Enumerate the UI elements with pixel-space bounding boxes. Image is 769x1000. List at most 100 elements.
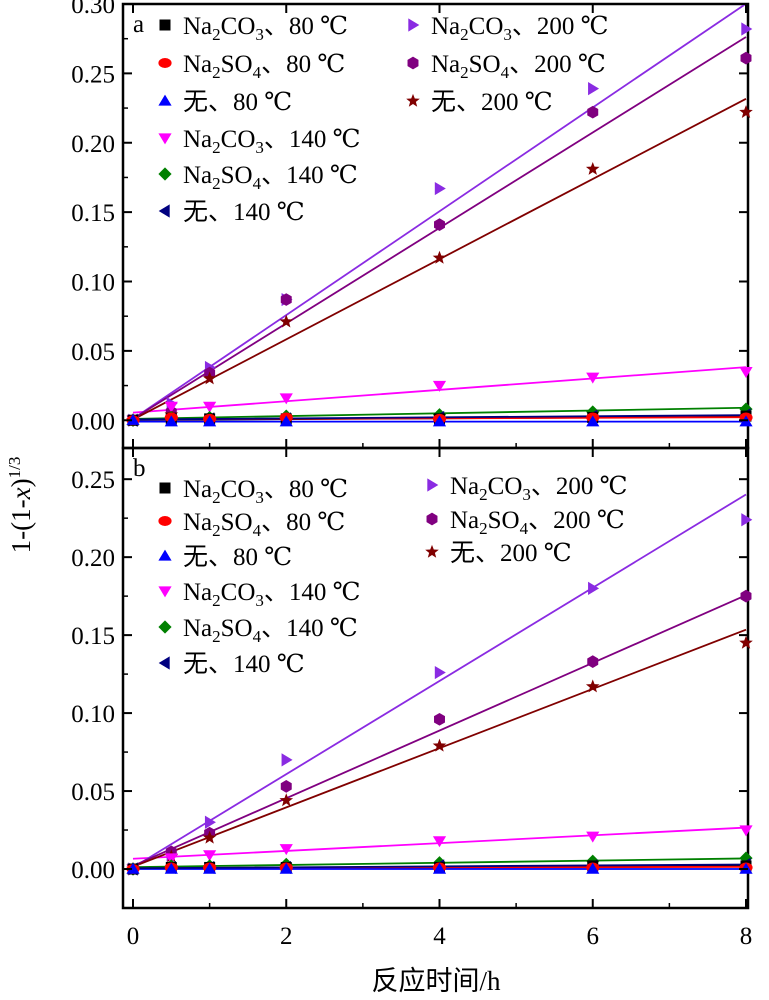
data-point-a-4-5 <box>586 405 600 419</box>
y-tick-label: 0.05 <box>71 779 115 806</box>
data-point-b-2-0 <box>126 862 140 874</box>
fit-line-a-6 <box>132 2 747 420</box>
y-tick-label: 0.30 <box>71 0 115 19</box>
legend-marker-a-8 <box>406 93 420 107</box>
legend-label-b-2: 无、80 ℃ <box>183 544 292 571</box>
legend-marker-a-3 <box>158 133 172 145</box>
legend-label-b-0: Na2CO3、80 ℃ <box>183 476 348 507</box>
data-point-b-6-3 <box>281 753 293 767</box>
legend-label-a-5: 无、140 ℃ <box>183 199 305 226</box>
x-tick-label: 0 <box>127 923 140 950</box>
panel-label-a: a <box>133 11 144 38</box>
axis-ticks: 0.00 0.05 0.10 0.15 0.20 0.25 0.30 0.00 0.05 0.10… <box>71 0 752 950</box>
data-point-a-2-3 <box>279 415 293 427</box>
data-point-b-3-6 <box>739 825 753 837</box>
data-point-a-8-2 <box>202 371 217 385</box>
y-tick-label: 0.25 <box>71 61 115 88</box>
data-point-b-8-2 <box>202 830 217 844</box>
legend-label-b-8: 无、200 ℃ <box>450 540 572 567</box>
plot-frames <box>121 2 750 910</box>
data-point-a-7-5 <box>587 105 599 119</box>
data-point-b-8-6 <box>739 635 753 649</box>
legend-marker-a-4 <box>158 167 172 181</box>
legend-label-b-5: 无、140 ℃ <box>183 651 305 678</box>
data-point-b-6-4 <box>434 665 446 680</box>
plot-frame-b <box>121 446 750 910</box>
fit-line-b-7 <box>132 594 747 867</box>
legend-marker-a-5 <box>158 204 170 218</box>
x-tick-label: 2 <box>280 923 293 950</box>
data-point-b-3-1 <box>164 853 178 865</box>
data-point-a-3-1 <box>164 401 178 413</box>
legend-label-a-0: Na2CO3、80 ℃ <box>183 13 348 44</box>
data-point-a-3-2 <box>203 401 217 413</box>
legend-marker-b-7 <box>426 512 438 526</box>
data-point-b-8-5 <box>585 679 600 693</box>
data-point-a-3-3 <box>279 393 293 405</box>
legend-marker-b-0 <box>159 482 171 494</box>
data-point-b-3-3 <box>279 844 293 856</box>
data-point-b-2-4 <box>432 862 447 874</box>
data-point-b-7-3 <box>280 780 292 793</box>
data-point-a-8-5 <box>585 161 600 175</box>
data-point-b-8-4 <box>432 738 447 752</box>
legend-marker-b-8 <box>425 544 439 558</box>
legend-label-b-6: Na2CO3、200 ℃ <box>450 473 628 504</box>
data-point-b-7-5 <box>587 655 599 668</box>
panel-label-b: b <box>133 455 146 482</box>
data-point-a-8-3 <box>279 314 294 328</box>
legend-marker-a-2 <box>158 94 172 106</box>
legend-marker-a-7 <box>407 56 419 70</box>
legend-marker-b-3 <box>158 586 172 598</box>
data-point-a-3-4 <box>432 380 447 392</box>
data-point-a-3-6 <box>739 367 753 379</box>
data-point-b-7-6 <box>740 589 752 603</box>
data-point-b-2-3 <box>279 862 293 874</box>
data-point-a-4-6 <box>739 402 753 416</box>
data-point-b-2-1 <box>164 862 178 874</box>
data-point-a-2-4 <box>432 415 447 427</box>
data-point-a-8-6 <box>739 105 753 119</box>
data-point-b-3-5 <box>586 831 600 843</box>
data-point-a-2-0 <box>126 413 140 425</box>
legend-marker-b-1 <box>158 516 172 526</box>
data-point-a-8-4 <box>432 250 447 264</box>
legend-label-b-1: Na2SO4、80 ℃ <box>183 509 345 540</box>
fit-line-b-6 <box>132 493 747 869</box>
legend-label-a-2: 无、80 ℃ <box>183 89 292 116</box>
data-point-a-6-6 <box>741 22 753 36</box>
data-point-a-7-4 <box>434 218 445 231</box>
legend-label-a-8: 无、200 ℃ <box>431 89 553 116</box>
legend-label-a-7: Na2SO4、200 ℃ <box>431 51 606 82</box>
data-point-b-4-6 <box>739 851 753 865</box>
legend-marker-a-1 <box>158 58 172 68</box>
data-point-a-6-4 <box>434 181 446 196</box>
data-point-b-6-5 <box>588 581 600 595</box>
legend-marker-b-5 <box>158 656 170 670</box>
data-point-b-6-6 <box>741 513 753 527</box>
data-point-a-2-1 <box>164 415 178 427</box>
data-point-b-6-2 <box>204 815 216 829</box>
y-tick-label: 0.05 <box>71 339 115 366</box>
data-point-b-7-4 <box>434 713 445 726</box>
data-point-a-7-6 <box>740 51 752 65</box>
data-point-b-3-4 <box>432 836 447 848</box>
labels: a b 反应时间/h 1-(1-x)1/3 <box>5 11 501 996</box>
data-point-a-6-5 <box>588 82 600 96</box>
legend-marker-b-6 <box>427 478 439 492</box>
y-tick-label: 0.15 <box>71 623 115 650</box>
legend-label-b-7: Na2SO4、200 ℃ <box>450 507 625 538</box>
legend-marker-a-6 <box>408 18 420 32</box>
data-point-a-2-2 <box>203 415 217 427</box>
x-tick-label: 4 <box>433 923 446 950</box>
data-point-a-3-5 <box>586 372 600 384</box>
data-point-b-3-2 <box>203 850 217 862</box>
y-tick-label: 0.10 <box>71 701 115 728</box>
legend-label-a-3: Na2CO3、140 ℃ <box>183 126 361 157</box>
data-points <box>126 22 753 876</box>
legend-label-a-6: Na2CO3、200 ℃ <box>431 13 609 44</box>
legend-marker-b-2 <box>158 549 172 561</box>
legend-label-b-4: Na2SO4、140 ℃ <box>183 615 358 646</box>
